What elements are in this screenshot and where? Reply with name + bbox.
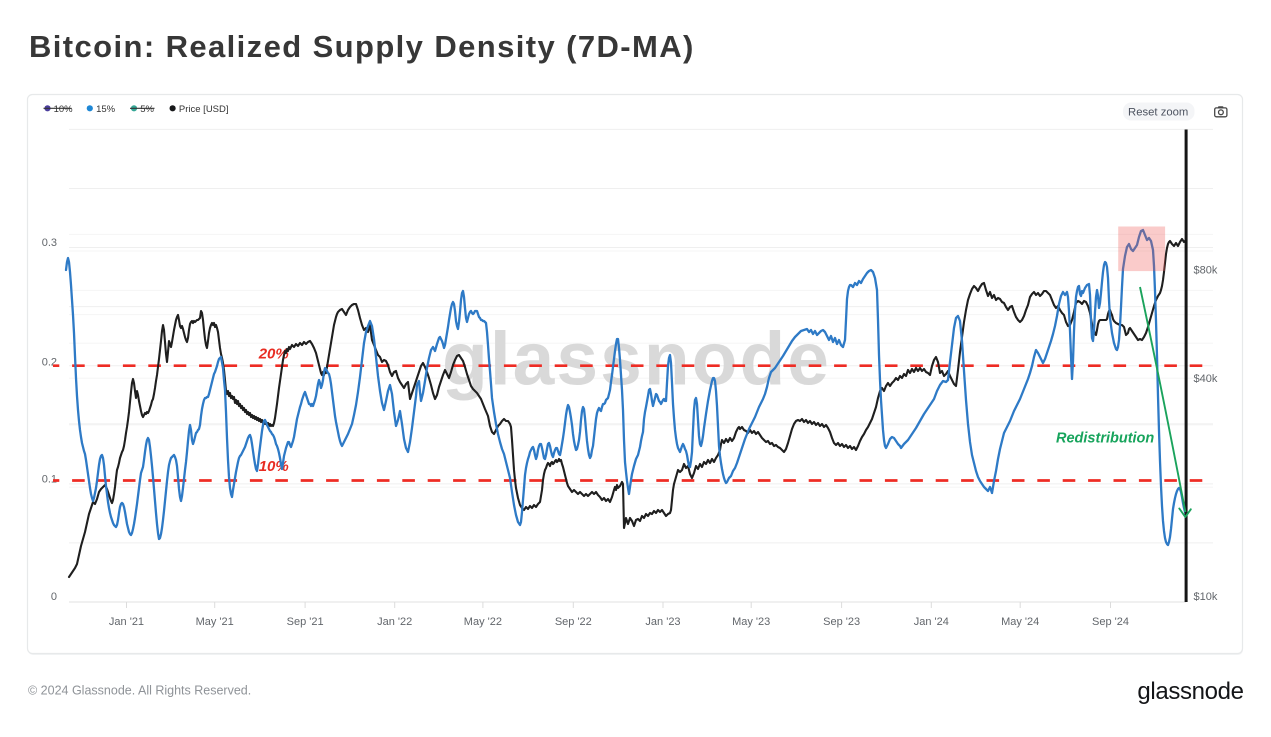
svg-text:Sep '23: Sep '23 bbox=[823, 616, 860, 628]
svg-text:Jan '23: Jan '23 bbox=[645, 616, 680, 628]
svg-text:15%: 15% bbox=[96, 104, 116, 115]
svg-text:glassnode: glassnode bbox=[1137, 678, 1243, 705]
svg-text:$80k: $80k bbox=[1194, 264, 1218, 276]
svg-text:May '21: May '21 bbox=[196, 616, 234, 628]
svg-text:10%: 10% bbox=[54, 104, 74, 115]
svg-text:May '24: May '24 bbox=[1001, 616, 1039, 628]
svg-text:Price [USD]: Price [USD] bbox=[179, 104, 229, 115]
svg-text:Sep '24: Sep '24 bbox=[1092, 616, 1129, 628]
svg-text:Sep '21: Sep '21 bbox=[287, 616, 324, 628]
svg-text:May '23: May '23 bbox=[732, 616, 770, 628]
svg-text:$10k: $10k bbox=[1194, 591, 1218, 603]
svg-text:Reset zoom: Reset zoom bbox=[1128, 106, 1188, 118]
svg-text:May '22: May '22 bbox=[464, 616, 502, 628]
svg-text:Redistribution: Redistribution bbox=[1056, 431, 1154, 447]
svg-text:Jan '22: Jan '22 bbox=[377, 616, 412, 628]
svg-text:$40k: $40k bbox=[1194, 373, 1218, 385]
svg-text:Bitcoin: Realized Supply Densi: Bitcoin: Realized Supply Density (7D-MA) bbox=[29, 29, 695, 64]
svg-text:Jan '21: Jan '21 bbox=[109, 616, 144, 628]
svg-text:20%: 20% bbox=[258, 346, 289, 363]
svg-text:0.1: 0.1 bbox=[42, 473, 57, 485]
svg-text:5%: 5% bbox=[140, 104, 154, 115]
svg-text:Jan '24: Jan '24 bbox=[914, 616, 949, 628]
svg-text:Sep '22: Sep '22 bbox=[555, 616, 592, 628]
svg-text:0.3: 0.3 bbox=[42, 237, 57, 249]
svg-text:0: 0 bbox=[51, 591, 57, 603]
svg-text:glassnode: glassnode bbox=[442, 316, 831, 400]
svg-text:© 2024 Glassnode. All Rights R: © 2024 Glassnode. All Rights Reserved. bbox=[28, 684, 251, 698]
